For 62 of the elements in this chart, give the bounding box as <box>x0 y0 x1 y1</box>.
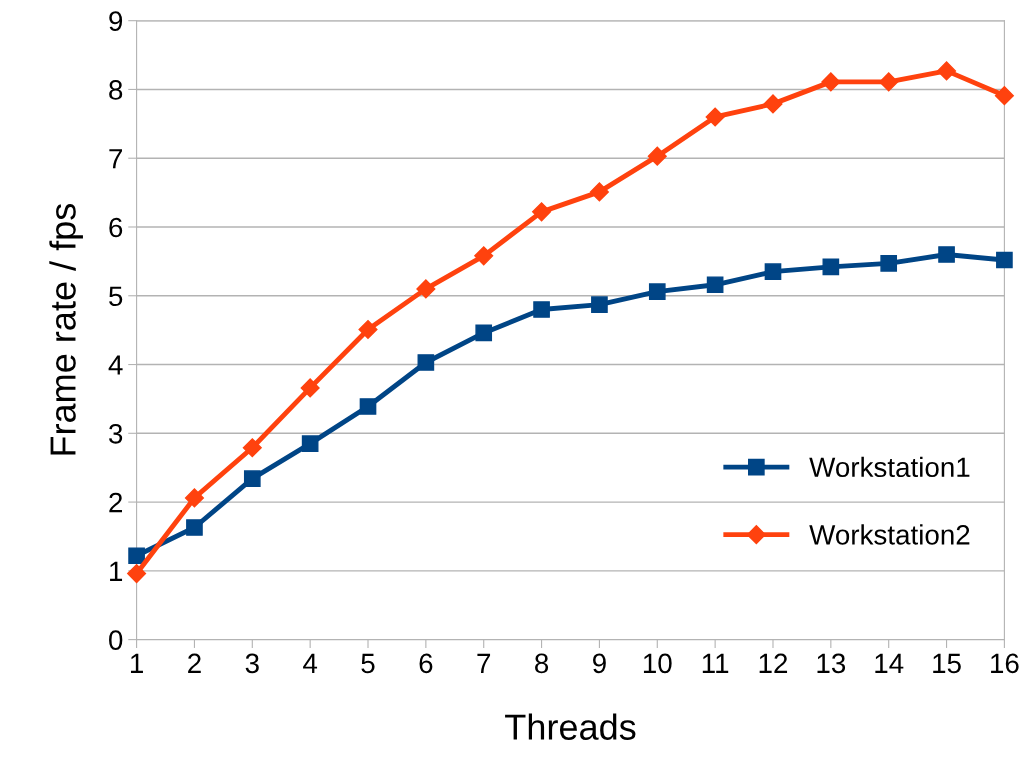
y-tick-label: 9 <box>109 11 123 32</box>
y-tick-label: 1 <box>110 561 123 581</box>
y-tick-label: 7 <box>109 149 122 169</box>
point <box>474 246 494 266</box>
point <box>359 398 377 415</box>
point <box>532 202 552 222</box>
point <box>243 470 261 488</box>
legend-label: Workstation2 <box>809 524 970 545</box>
y-tick-label: 4 <box>108 355 123 375</box>
point <box>763 94 783 114</box>
x-tick-label: 6 <box>419 653 433 674</box>
point <box>994 86 1014 106</box>
point <box>996 251 1013 269</box>
point <box>358 319 378 339</box>
x-tick-label: 1 <box>130 653 143 673</box>
point <box>186 519 203 536</box>
y-tick-label: 2 <box>109 492 122 513</box>
point <box>706 276 724 294</box>
point <box>938 246 955 263</box>
point <box>416 279 436 299</box>
point <box>184 488 204 508</box>
x-tick-label: 3 <box>245 653 259 674</box>
x-axis-title: Threads <box>505 713 636 740</box>
y-tick-label: 0 <box>109 630 123 650</box>
x-tick-label: 13 <box>817 653 846 674</box>
legend-label: Workstation1 <box>809 456 970 478</box>
point <box>301 435 319 452</box>
point <box>705 107 725 127</box>
x-tick-label: 11 <box>702 653 729 673</box>
point <box>821 72 841 92</box>
point <box>822 258 840 276</box>
point <box>648 283 666 300</box>
x-tick-label: 5 <box>361 653 375 674</box>
point <box>127 564 147 584</box>
point <box>589 182 609 202</box>
x-tick-label: 14 <box>875 653 904 673</box>
x-tick-label: 8 <box>535 653 549 674</box>
x-tick-label: 9 <box>593 653 606 674</box>
x-tick-label: 2 <box>188 653 201 673</box>
point <box>128 547 145 565</box>
x-tick-label: 4 <box>303 653 318 673</box>
point <box>880 255 898 272</box>
y-tick-label: 6 <box>109 217 123 238</box>
point <box>533 301 550 318</box>
point <box>242 438 262 458</box>
x-tick-label: 12 <box>759 653 788 673</box>
point <box>879 72 899 92</box>
x-tick-label: 7 <box>477 653 491 673</box>
y-tick-label: 5 <box>109 286 123 307</box>
point <box>300 378 320 398</box>
point <box>764 263 782 281</box>
point <box>475 324 493 342</box>
point <box>937 61 957 81</box>
y-tick-label: 3 <box>109 423 123 444</box>
y-axis-title: Frame rate / fps <box>49 204 83 455</box>
x-tick-label: 10 <box>643 653 672 674</box>
point <box>417 354 435 371</box>
x-tick-label: 15 <box>933 653 961 674</box>
point <box>591 296 608 314</box>
y-tick-label: 8 <box>109 80 123 100</box>
x-tick-label: 16 <box>991 653 1019 674</box>
point <box>647 146 667 166</box>
